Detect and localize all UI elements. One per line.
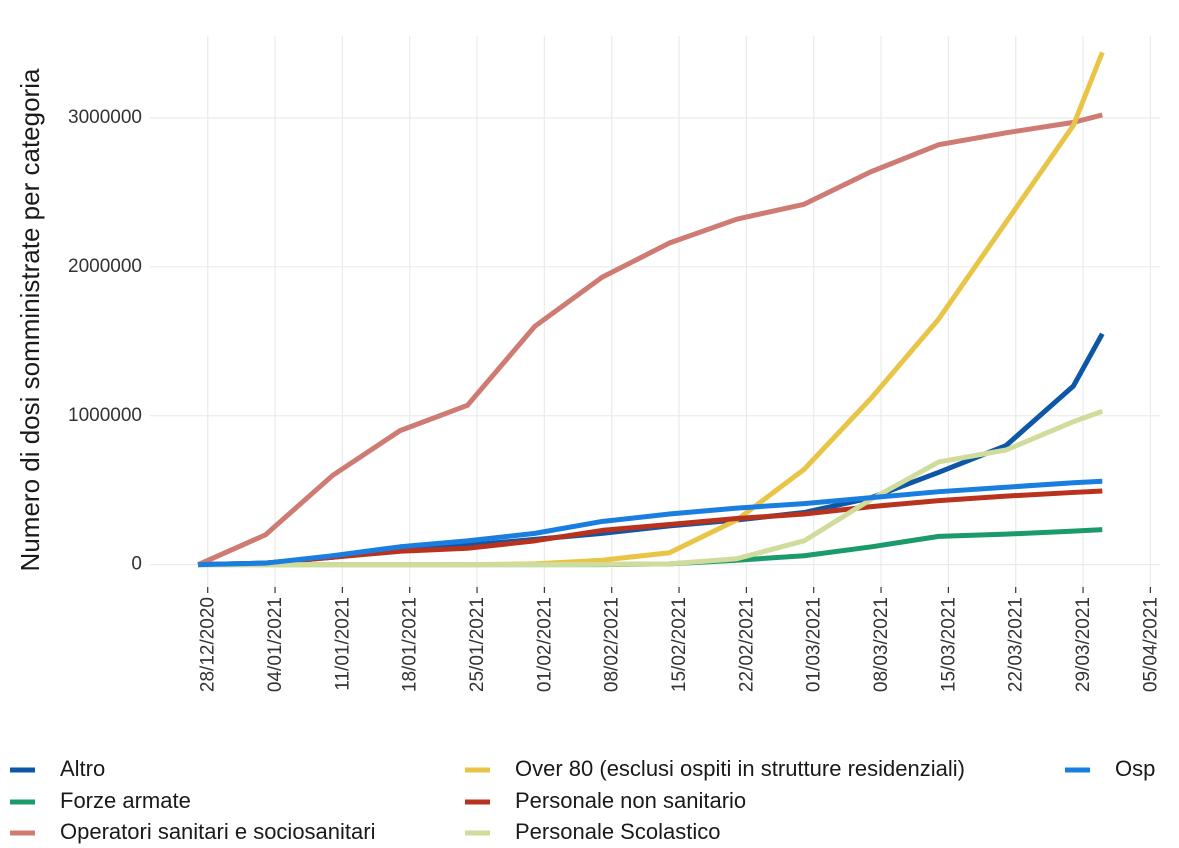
- x-tick-label: 25/01/2021: [467, 597, 488, 692]
- series-line: [197, 112, 1103, 567]
- grid: [150, 36, 1160, 587]
- legend-label: Osp: [1115, 756, 1155, 781]
- y-tick-label: 1000000: [68, 405, 142, 426]
- legend-label: Forze armate: [60, 788, 191, 813]
- series-line: [198, 478, 1103, 568]
- x-tick-label: 15/02/2021: [669, 597, 690, 692]
- x-tick-label: 28/12/2020: [198, 597, 219, 692]
- legend-label: Personale Scolastico: [515, 819, 720, 844]
- x-tick-label: 01/03/2021: [804, 597, 825, 692]
- legend-label: Altro: [60, 756, 105, 781]
- y-tick-label: 0: [131, 554, 142, 575]
- legend-label: Over 80 (esclusi ospiti in strutture res…: [515, 756, 965, 781]
- legend-label: Personale non sanitario: [515, 788, 746, 813]
- x-tick-label: 29/03/2021: [1073, 597, 1094, 692]
- x-tick-label: 04/01/2021: [265, 597, 286, 692]
- x-tick-label: 08/02/2021: [602, 597, 623, 692]
- y-axis-title: Numero di dosi somministrate per categor…: [15, 68, 45, 571]
- x-tick-label: 22/03/2021: [1006, 597, 1027, 692]
- x-tick-label: 05/04/2021: [1140, 597, 1161, 692]
- x-tick-label: 15/03/2021: [938, 597, 959, 692]
- series-line: [198, 408, 1104, 568]
- y-tick-label: 3000000: [68, 107, 142, 128]
- x-tick-label: 11/01/2021: [332, 597, 353, 691]
- legend-label: Operatori sanitari e sociosanitari: [60, 819, 375, 844]
- x-tick-label: 22/02/2021: [736, 597, 757, 692]
- x-tick-label: 18/01/2021: [400, 597, 421, 692]
- series-line: [198, 332, 1105, 568]
- y-tick-label: 2000000: [68, 256, 142, 277]
- x-tick-label: 08/03/2021: [871, 597, 892, 692]
- x-tick-label: 01/02/2021: [534, 597, 555, 692]
